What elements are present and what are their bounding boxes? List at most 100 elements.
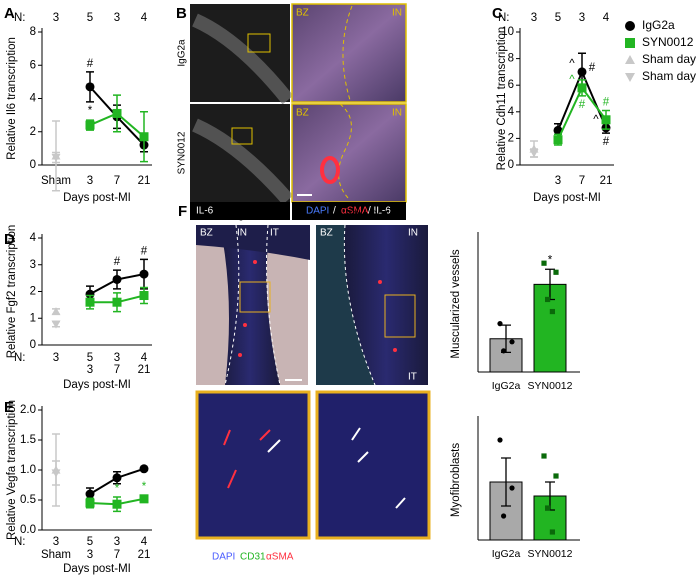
y-tick-label: 0 (508, 159, 514, 171)
point (139, 269, 149, 279)
panel-b: B IL-6 IgG2a SYN0012 BZ IN BZ IN DAPI / … (176, 3, 407, 220)
stain-label: DAPI (212, 552, 235, 563)
y-tick-label: 4 (30, 93, 37, 105)
y-tick-label: 8 (508, 53, 514, 65)
point (85, 489, 95, 499)
vessel (320, 156, 340, 184)
point (501, 513, 507, 519)
y-axis-label: Relative Il6 transcription (6, 37, 18, 160)
x-tick-label: 21 (138, 549, 151, 561)
zoom-micrograph (315, 390, 431, 540)
stain-label: αSMA (341, 206, 369, 217)
point (625, 73, 635, 82)
x-tick-label: 3 (87, 549, 93, 561)
n-label: N: (14, 12, 26, 24)
point (51, 307, 61, 316)
tissue (220, 225, 280, 385)
y-tick-label: 0.0 (20, 524, 36, 536)
point (112, 297, 122, 307)
n-value: 5 (87, 536, 93, 548)
panel-letter: B (176, 5, 187, 22)
significance: # (114, 256, 121, 268)
x-tick-label: 3 (555, 175, 561, 187)
y-tick-label: 10 (501, 26, 514, 38)
significance: # (579, 99, 586, 111)
zoom-micrograph (291, 103, 407, 203)
stain-label: IL-6 (196, 206, 214, 217)
zone-label: BZ (320, 228, 333, 239)
n-value: 5 (87, 12, 93, 24)
zone-label: IT (270, 228, 279, 239)
point (85, 297, 95, 307)
y-tick-label: 0.5 (20, 494, 36, 506)
point (625, 38, 635, 48)
legend-label: Sham day 3 (642, 52, 699, 66)
significance: # (603, 97, 610, 109)
point (139, 494, 149, 504)
point (501, 348, 507, 354)
column-label: SYN0012 (348, 209, 395, 221)
n-value: 5 (87, 352, 93, 364)
n-label: N: (14, 536, 26, 548)
point (625, 55, 635, 64)
point (51, 320, 61, 329)
point (577, 67, 587, 77)
y-axis-label: Relative Fgf2 transcription (6, 225, 18, 359)
point (541, 453, 547, 459)
point (545, 505, 551, 511)
panel-letter: A (4, 5, 15, 22)
zoom-box (247, 33, 271, 53)
n-label: N: (14, 352, 26, 364)
panel-letter: F (178, 203, 187, 220)
panel-letter: E (4, 399, 14, 416)
n-value: 4 (141, 352, 148, 364)
n-value: 3 (531, 12, 537, 24)
zone-label: IT (408, 372, 417, 383)
y-axis-label: Relative Vegfa transcription (6, 400, 18, 540)
stain-label: DAPI (306, 206, 329, 217)
y-tick-label: 2 (30, 126, 36, 138)
y-axis-label: Muscularized vessels (450, 249, 462, 359)
y-tick-label: 1.0 (20, 464, 36, 476)
point (529, 149, 539, 158)
n-value: 4 (141, 12, 148, 24)
point (112, 473, 122, 483)
point (85, 289, 95, 299)
point (577, 83, 587, 93)
y-tick-label: 4 (508, 106, 515, 118)
y-tick-label: 2.0 (20, 404, 36, 416)
point (553, 269, 559, 275)
x-axis-label: Days post-MI (63, 192, 131, 204)
point (139, 291, 149, 301)
point (549, 308, 555, 315)
significance: # (603, 136, 610, 148)
panel-f: F IgG2a SYN0012 BZ IN IT BZ IN IT DAPI C… (178, 203, 431, 563)
legend-label: Sham day 7 (642, 69, 699, 83)
y-tick-label: 4 (30, 232, 37, 244)
zoom-box (239, 281, 271, 313)
x-axis-label: Days post-MI (533, 192, 601, 204)
arrow (267, 439, 281, 453)
y-axis-label: Myofibroblasts (450, 443, 462, 517)
panel-letter: D (4, 231, 15, 248)
significance: * (142, 481, 147, 493)
point (112, 274, 122, 284)
point (497, 321, 503, 327)
y-axis-label: Relative Cdh11 transcription (496, 27, 508, 171)
point (85, 82, 95, 92)
x-tick-label: IgG2a (492, 548, 521, 560)
significance: * (115, 483, 120, 495)
point (553, 135, 563, 145)
stain-label: / IL-6 (368, 206, 391, 217)
point (139, 464, 149, 474)
point (509, 485, 515, 491)
arrow (351, 427, 406, 509)
arrow (223, 429, 271, 489)
tissue (196, 225, 310, 260)
n-value: 3 (114, 536, 120, 548)
y-tick-label: 2 (508, 132, 514, 144)
point (85, 120, 95, 130)
tissue (192, 13, 294, 105)
n-value: 4 (603, 12, 610, 24)
significance: ^ (569, 74, 575, 86)
